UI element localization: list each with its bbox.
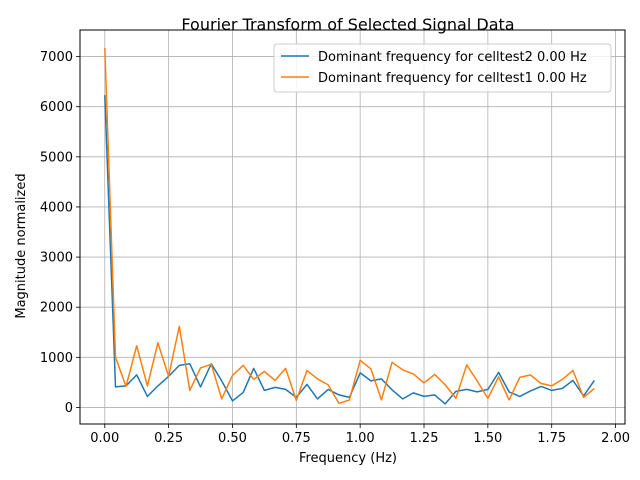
y-tick-label: 1000 bbox=[40, 351, 73, 366]
x-tick-label: 0.75 bbox=[282, 431, 311, 446]
plot-lines bbox=[104, 47, 596, 405]
y-tick-label: 3000 bbox=[40, 251, 73, 266]
x-axis: 0.00 0.25 0.50 0.75 1.00 1.25 1.50 1.75 2.00 bbox=[90, 424, 630, 446]
x-tick-label: 0.25 bbox=[154, 431, 183, 446]
legend-label-celltest2: Dominant frequency for celltest2 0.00 Hz bbox=[318, 50, 587, 65]
legend-box bbox=[273, 43, 612, 93]
plot-frame bbox=[79, 29, 626, 425]
x-tick-label: 0.00 bbox=[90, 431, 119, 446]
series-line-celltest1 bbox=[104, 47, 595, 405]
y-tick-label: 2000 bbox=[40, 301, 73, 316]
y-tick-label: 0 bbox=[65, 401, 73, 416]
x-tick-label: 1.75 bbox=[537, 431, 566, 446]
y-tick-label: 4000 bbox=[40, 200, 73, 215]
x-tick-label: 1.50 bbox=[473, 431, 502, 446]
y-tick-label: 5000 bbox=[40, 150, 73, 165]
x-tick-label: 0.50 bbox=[218, 431, 247, 446]
x-tick-label: 1.25 bbox=[410, 431, 439, 446]
chart-title: Fourier Transform of Selected Signal Dat… bbox=[181, 15, 514, 34]
x-axis-label: Frequency (Hz) bbox=[299, 451, 397, 466]
y-tick-label: 7000 bbox=[40, 50, 73, 65]
y-axis-label: Magnitude normalized bbox=[14, 173, 29, 318]
y-axis: 0 1000 2000 3000 4000 5000 6000 7000 bbox=[40, 50, 80, 416]
legend: Dominant frequency for celltest2 0.00 Hz… bbox=[273, 43, 612, 93]
x-tick-label: 1.00 bbox=[346, 431, 375, 446]
x-tick-label: 2.00 bbox=[601, 431, 630, 446]
grid bbox=[80, 30, 625, 424]
y-tick-label: 6000 bbox=[40, 100, 73, 115]
legend-label-celltest1: Dominant frequency for celltest1 0.00 Hz bbox=[318, 71, 587, 86]
